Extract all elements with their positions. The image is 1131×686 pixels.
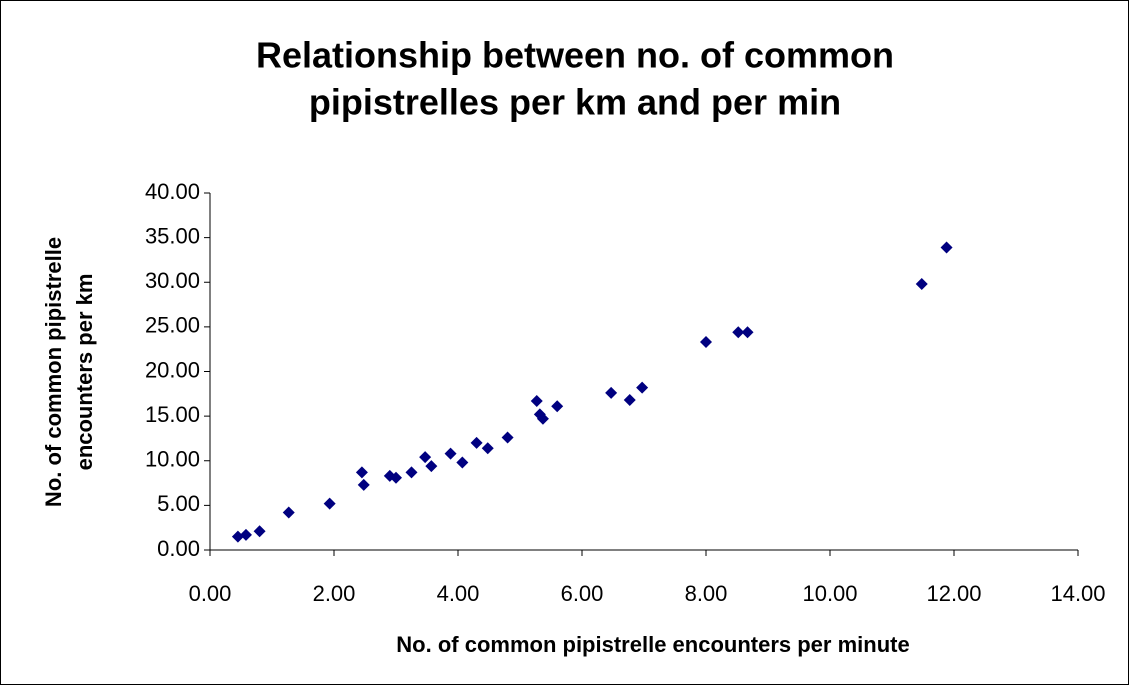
y-tick-label: 25.00 (145, 313, 200, 338)
point (636, 381, 649, 394)
y-tick-label: 5.00 (157, 491, 200, 516)
point (390, 471, 402, 484)
point (940, 241, 953, 254)
x-axis-label: No. of common pipistrelle encounters per… (396, 632, 909, 657)
point (456, 456, 469, 469)
point (425, 460, 438, 473)
point (481, 442, 494, 455)
chart-title: Relationship between no. of common (256, 35, 894, 76)
point (501, 431, 514, 444)
point (282, 506, 295, 519)
point (405, 466, 418, 479)
y-tick-label: 40.00 (145, 179, 200, 204)
y-tick-label: 10.00 (145, 447, 200, 472)
point (323, 497, 336, 510)
point (253, 525, 266, 538)
x-tick-label: 10.00 (802, 581, 857, 606)
point (231, 530, 244, 543)
x-tick-label: 8.00 (685, 581, 728, 606)
point (470, 436, 483, 449)
point (536, 412, 549, 425)
point (551, 400, 564, 413)
y-tick-label: 20.00 (145, 357, 200, 382)
point (605, 386, 618, 399)
point (700, 336, 712, 349)
point (444, 447, 457, 460)
y-axis-label: No. of common pipistrelle (41, 237, 66, 507)
point (732, 326, 745, 339)
point (915, 278, 928, 291)
x-tick-label: 0.00 (189, 581, 232, 606)
point (355, 466, 368, 479)
x-tick-label: 2.00 (313, 581, 356, 606)
y-axis-label: encounters per km (72, 274, 97, 471)
y-tick-label: 0.00 (157, 536, 200, 561)
chart-title: pipistrelles per km and per min (309, 82, 841, 123)
y-tick-label: 15.00 (145, 402, 200, 427)
point (357, 478, 370, 491)
x-tick-label: 6.00 (561, 581, 604, 606)
x-tick-label: 14.00 (1050, 581, 1105, 606)
point (623, 394, 636, 407)
x-tick-label: 4.00 (437, 581, 480, 606)
x-tick-label: 12.00 (926, 581, 981, 606)
point (741, 326, 754, 339)
y-tick-label: 30.00 (145, 268, 200, 293)
point (530, 394, 543, 407)
y-tick-label: 35.00 (145, 223, 200, 248)
point (239, 528, 252, 541)
point (419, 451, 432, 464)
